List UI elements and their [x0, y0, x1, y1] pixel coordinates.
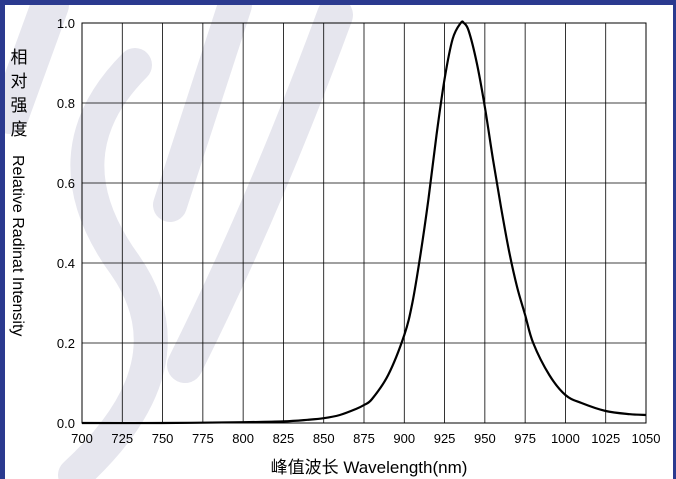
x-tick-label: 800 — [232, 431, 254, 446]
x-tick-label: 950 — [474, 431, 496, 446]
x-tick-label: 750 — [152, 431, 174, 446]
y-tick-label: 0.8 — [57, 96, 75, 111]
y-axis-label-cn: 相对强度 — [11, 48, 28, 139]
x-tick-label: 900 — [393, 431, 415, 446]
x-tick-label: 875 — [353, 431, 375, 446]
y-axis-label-char: 强 — [11, 96, 28, 115]
x-tick-label: 775 — [192, 431, 214, 446]
y-axis: 0.0 0.2 0.4 0.6 0.8 1.0 — [57, 16, 75, 431]
watermark-stroke — [5, 5, 69, 134]
y-tick-label: 0.6 — [57, 176, 75, 191]
watermark — [5, 5, 353, 479]
spectral-curve — [81, 20, 647, 425]
y-axis-label-char: 度 — [11, 120, 28, 139]
watermark-stroke — [167, 5, 353, 383]
chart-panel: 700 725 750 775 800 825 850 875 900 925 950 975 1000… — [5, 5, 673, 479]
y-tick-label: 0.0 — [57, 416, 75, 431]
grid — [81, 22, 647, 424]
x-axis: 700 725 750 775 800 825 850 875 900 925 950 975 1000… — [71, 431, 660, 446]
x-tick-label: 700 — [71, 431, 93, 446]
y-axis-label-en: Relative Radinat Intensity — [9, 155, 26, 336]
x-tick-label: 1000 — [551, 431, 580, 446]
watermark-stroke — [58, 48, 168, 479]
x-tick-label: 1025 — [591, 431, 620, 446]
y-tick-label: 0.2 — [57, 336, 75, 351]
x-tick-label: 825 — [273, 431, 295, 446]
y-tick-label: 1.0 — [57, 16, 75, 31]
x-tick-label: 925 — [434, 431, 456, 446]
y-axis-label-char: 相 — [11, 48, 28, 67]
x-tick-label: 975 — [514, 431, 536, 446]
x-tick-label: 850 — [313, 431, 335, 446]
x-tick-label: 725 — [111, 431, 133, 446]
x-axis-label: 峰值波长 Wavelength(nm) — [271, 458, 468, 477]
spectral-chart: 700 725 750 775 800 825 850 875 900 925 950 975 1000… — [5, 5, 660, 479]
plot-frame — [81, 22, 647, 424]
y-axis-label: 相对强度 Relative Radinat Intensity — [9, 48, 28, 336]
y-tick-label: 0.4 — [57, 256, 75, 271]
y-axis-label-char: 对 — [11, 72, 28, 91]
x-tick-label: 1050 — [632, 431, 661, 446]
